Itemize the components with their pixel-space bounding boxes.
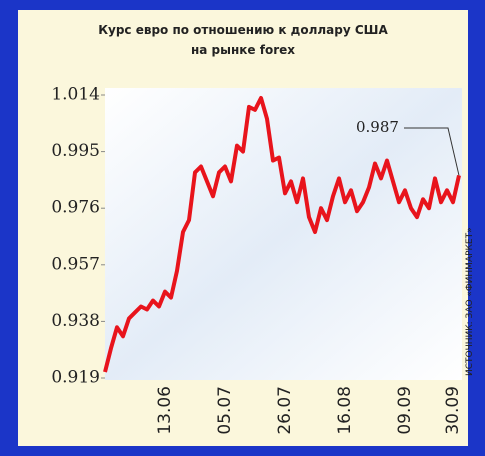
y-tick-label: 0.976	[51, 198, 100, 218]
source: ИСТОЧНИК: ЗАО «ФИНМАРКЕТ»	[465, 227, 475, 376]
x-tick-label: 09.09	[395, 386, 415, 435]
x-tick-label: 26.07	[275, 386, 295, 435]
chart-title: Курс евро по отношению к доллару США	[98, 23, 388, 37]
y-tick-label: 0.919	[51, 368, 100, 388]
leader-line	[404, 127, 460, 176]
x-tick-label: 13.06	[155, 386, 175, 435]
y-tick-label: 1.014	[51, 85, 100, 105]
x-tick-label: 05.07	[215, 386, 235, 435]
y-tick-label: 0.995	[51, 141, 100, 161]
plot-area	[105, 88, 462, 380]
annotation: 0.987	[356, 118, 399, 136]
x-tick-label: 30.09	[443, 386, 463, 435]
y-tick-label: 0.957	[51, 254, 100, 274]
y-tick-label: 0.938	[51, 311, 100, 331]
line	[103, 95, 461, 373]
chart-title: на рынке forex	[191, 43, 295, 57]
x-tick-label: 16.08	[335, 386, 355, 435]
